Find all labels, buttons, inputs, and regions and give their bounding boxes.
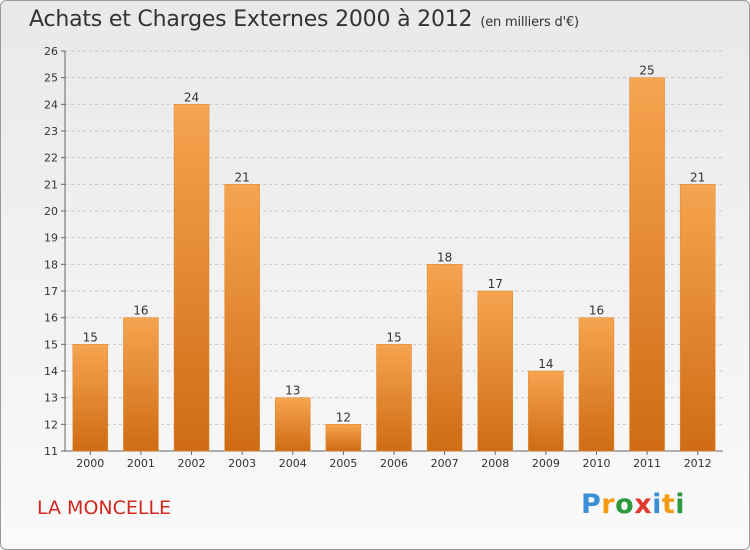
y-tick-label: 19	[44, 232, 58, 245]
bar	[325, 424, 362, 452]
bar-value-label: 15	[83, 330, 98, 344]
y-tick-label: 20	[44, 205, 58, 218]
logo-letter: i	[675, 489, 686, 520]
bar	[275, 397, 311, 452]
y-tick-label: 24	[44, 98, 58, 111]
bar	[679, 184, 716, 452]
bar	[123, 317, 159, 452]
bar	[376, 344, 412, 452]
bar-value-label: 21	[690, 170, 705, 184]
bar-value-label: 12	[336, 410, 351, 424]
y-tick-label: 11	[44, 445, 58, 458]
bar	[578, 317, 615, 452]
proxiti-logo[interactable]: Proxiti	[581, 489, 685, 520]
bar	[224, 184, 260, 452]
logo-letter: r	[601, 489, 616, 520]
bar-value-label: 25	[639, 64, 654, 78]
bar-value-label: 13	[285, 384, 300, 398]
bar-value-label: 17	[488, 277, 503, 291]
bar-value-label: 18	[437, 250, 452, 264]
chart-title-text: Achats et Charges Externes 2000 à 2012	[29, 7, 473, 32]
x-tick-label: 2000	[76, 457, 104, 470]
chart-unit: (en milliers d'€)	[480, 15, 579, 30]
x-tick-label: 2004	[279, 457, 307, 470]
y-tick-label: 15	[44, 338, 58, 351]
logo-letter: i	[652, 489, 662, 520]
chart-title: Achats et Charges Externes 2000 à 2012 (e…	[29, 7, 579, 32]
x-tick-label: 2006	[380, 457, 408, 470]
y-tick-label: 17	[44, 285, 58, 298]
y-tick-label: 12	[44, 418, 58, 431]
logo-letter: x	[634, 489, 653, 520]
x-tick-label: 2005	[329, 457, 357, 470]
x-tick-label: 2011	[633, 457, 661, 470]
place-name: LA MONCELLE	[37, 497, 172, 519]
bar-value-label: 16	[589, 304, 604, 318]
x-tick-label: 2009	[532, 457, 560, 470]
y-tick-label: 13	[44, 392, 58, 405]
y-tick-label: 26	[44, 45, 58, 58]
bar-value-label: 21	[235, 170, 250, 184]
bar-value-label: 16	[133, 304, 148, 318]
labels: 11 12 13 14 15 16 17 18 19 20 21 22 23 24 25 26 15 2000 16…	[44, 45, 712, 470]
x-tick-label: 2008	[481, 457, 509, 470]
bar	[629, 77, 665, 452]
y-tick-label: 22	[44, 152, 58, 165]
y-tick-label: 25	[44, 72, 58, 85]
y-tick-label: 21	[44, 178, 58, 191]
x-tick-label: 2003	[228, 457, 256, 470]
bars	[72, 77, 716, 452]
y-tick-label: 14	[44, 365, 58, 378]
x-tick-label: 2001	[127, 457, 155, 470]
x-tick-label: 2012	[684, 457, 712, 470]
bar-value-label: 15	[386, 330, 401, 344]
bar	[528, 370, 564, 452]
y-tick-label: 16	[44, 312, 58, 325]
y-tick-label: 23	[44, 125, 58, 138]
bar-value-label: 24	[184, 90, 199, 104]
x-tick-label: 2007	[431, 457, 459, 470]
x-tick-label: 2010	[582, 457, 610, 470]
y-tick-label: 18	[44, 258, 58, 271]
logo-letter: P	[581, 489, 602, 520]
bar	[72, 344, 109, 452]
bar-value-label: 14	[538, 357, 553, 371]
x-tick-label: 2002	[178, 457, 206, 470]
bar	[426, 264, 463, 452]
logo-letter: t	[661, 489, 676, 520]
bar	[477, 290, 513, 452]
logo-letter: o	[615, 489, 635, 520]
bar	[173, 104, 210, 452]
